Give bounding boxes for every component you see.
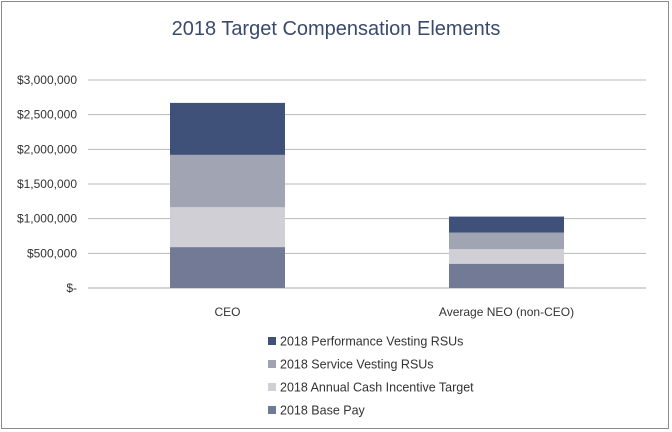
y-tick-label: $2,000,000 [17,142,77,156]
legend-label: 2018 Service Vesting RSUs [280,358,434,372]
y-tick-label: $2,500,000 [17,108,77,122]
legend-swatch [268,406,276,414]
bar-segment [449,232,564,250]
bar-segment [449,249,564,264]
legend-label: 2018 Base Pay [280,404,366,418]
bar-segment [170,154,285,208]
legend-swatch [268,383,276,391]
x-axis-categories: CEO Average NEO (non-CEO) [214,305,574,319]
chart-title: 2018 Target Compensation Elements [172,18,501,40]
y-tick-label: $1,000,000 [17,212,77,226]
y-tick-label: $500,000 [27,246,77,260]
y-tick-label: $- [66,281,77,295]
bar-segment [170,247,285,288]
y-axis-ticks: $- $500,000 $1,000,000 $1,500,000 $2,000,000… [17,73,77,295]
legend-label: 2018 Annual Cash Incentive Target [280,381,474,395]
legend-swatch [268,337,276,345]
bars [170,102,564,288]
bar-segment [170,102,285,155]
x-category-label: CEO [214,305,240,319]
y-tick-label: $1,500,000 [17,177,77,191]
bar-segment [170,207,285,248]
legend-swatch [268,360,276,368]
legend: 2018 Performance Vesting RSUs 2018 Servic… [268,335,474,418]
bar-segment [449,263,564,288]
x-category-label: Average NEO (non-CEO) [439,305,574,319]
bar-segment [449,216,564,233]
legend-label: 2018 Performance Vesting RSUs [280,335,463,349]
y-tick-label: $3,000,000 [17,73,77,87]
